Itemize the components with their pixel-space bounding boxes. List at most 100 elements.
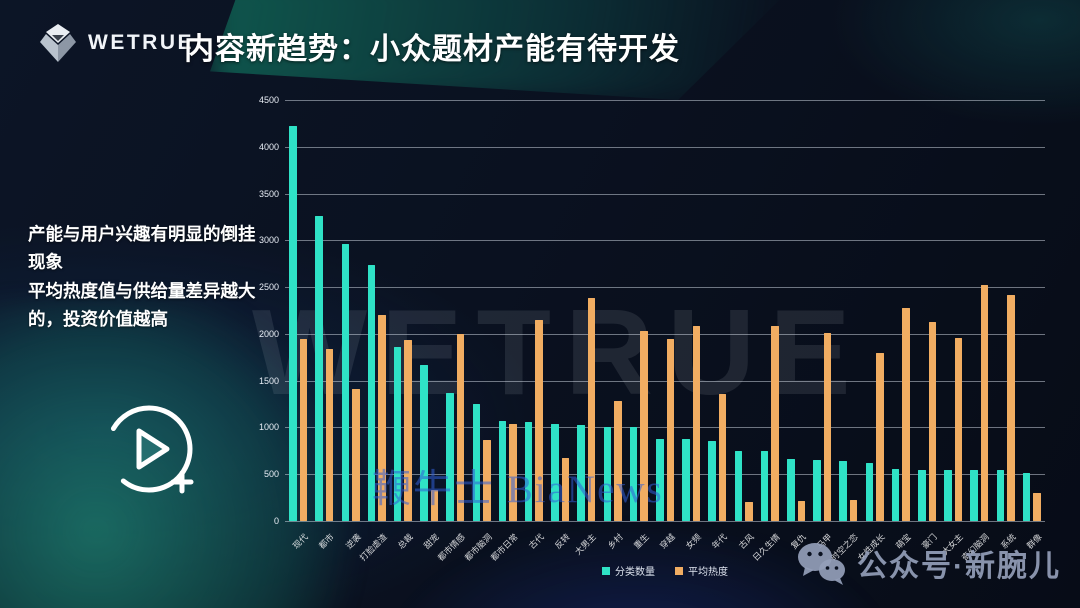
bar-平均热度-古代: [535, 319, 543, 521]
bar-平均热度-古风: [745, 501, 753, 521]
bar-平均热度-大男主: [587, 298, 596, 521]
x-axis-label-女频: 女频: [683, 531, 703, 551]
wechat-footer: 公众号·新腕儿: [795, 540, 1061, 586]
y-axis-tick-500: 500: [263, 469, 279, 480]
x-axis-label-现代: 现代: [290, 531, 310, 551]
bar-分类数量-年代: [708, 441, 716, 521]
y-axis-tick-3000: 3000: [258, 235, 279, 246]
bar-平均热度-系统: [1007, 294, 1015, 521]
bar-分类数量-穿越: [656, 438, 664, 521]
y-axis-tick-4000: 4000: [258, 141, 279, 152]
x-axis-label-逆袭: 逆袭: [343, 531, 363, 551]
bar-分类数量-大女主: [944, 469, 952, 521]
gridline-3500: [285, 193, 1045, 195]
bar-分类数量-系统: [996, 470, 1005, 521]
bar-分类数量-打脸虐渣: [367, 264, 376, 521]
bar-分类数量-甜宠: [420, 364, 428, 521]
key-insight-text: 产能与用户兴趣有明显的倒挂现象 平均热度值与供给量差异越大的，投资价值越高: [28, 220, 272, 333]
bar-平均热度-复仇: [797, 501, 806, 521]
bar-分类数量-女频: [682, 439, 690, 521]
bar-平均热度-穿越: [666, 338, 674, 521]
bar-分类数量-时空之恋: [839, 461, 847, 521]
x-axis-label-穿越: 穿越: [657, 531, 677, 551]
bar-平均热度-大女主: [954, 337, 963, 521]
x-axis-label-年代: 年代: [710, 531, 730, 551]
legend-label: 平均热度: [688, 567, 728, 578]
bar-分类数量-复仇: [787, 459, 795, 521]
x-axis-label-甜宠: 甜宠: [421, 531, 441, 551]
x-axis-label-古风: 古风: [736, 531, 756, 551]
bar-分类数量-奇幻脑洞: [970, 470, 978, 521]
gridline-4000: [285, 146, 1045, 148]
bar-平均热度-反转: [561, 458, 570, 521]
bar-平均热度-群像: [1033, 493, 1041, 521]
gridline-4500: [285, 100, 1045, 101]
gridline-500: [285, 474, 1045, 476]
legend-swatch: [675, 566, 683, 575]
gridline-2500: [285, 287, 1045, 289]
y-axis-tick-3500: 3500: [258, 188, 279, 199]
page-title: 内容新趋势：小众题材产能有待开发: [184, 33, 680, 66]
bar-平均热度-逆袭: [352, 389, 360, 521]
bar-平均热度-年代: [718, 393, 727, 521]
bar-平均热度-奇幻脑洞: [980, 285, 989, 521]
legend-item-分类数量: 分类数量: [602, 563, 655, 578]
bar-平均热度-女性成长: [876, 352, 884, 521]
bar-分类数量-都市日常: [498, 420, 507, 521]
x-axis-label-日久生情: 日久生情: [750, 531, 782, 563]
gridline-3000: [285, 240, 1045, 242]
x-axis-label-反转: 反转: [552, 531, 572, 551]
x-axis-label-都市情感: 都市情感: [435, 531, 468, 563]
insight-line-1: 产能与用户兴趣有明显的倒挂现象: [28, 224, 256, 273]
bar-分类数量-都市脑洞: [472, 404, 481, 521]
x-axis-label-大男主: 大男主: [573, 531, 599, 557]
bar-平均热度-乡村: [614, 401, 622, 521]
bar-平均热度-豪门: [928, 321, 937, 521]
bar-平均热度-都市情感: [456, 333, 465, 521]
bar-平均热度-都市脑洞: [483, 439, 491, 521]
bar-分类数量-都市: [315, 216, 323, 521]
y-axis-tick-0: 0: [273, 516, 279, 526]
bar-分类数量-古风: [734, 450, 743, 521]
bar-分类数量-总裁: [393, 346, 402, 521]
header: WETRUE 内容新趋势：小众题材产能有待开发: [0, 0, 1080, 80]
y-axis-tick-1500: 1500: [258, 375, 279, 386]
x-axis-label-总裁: 总裁: [395, 531, 415, 551]
play-button-icon[interactable]: [103, 403, 199, 499]
bar-平均热度-都市日常: [509, 423, 517, 521]
bar-分类数量-反转: [551, 423, 559, 521]
bar-分类数量-逆袭: [341, 244, 350, 521]
x-axis-label-古代: 古代: [526, 531, 546, 551]
gridline-0: [285, 521, 1045, 522]
bar-分类数量-群像: [1022, 472, 1031, 521]
y-axis-tick-2000: 2000: [258, 328, 279, 339]
bar-分类数量-马甲: [813, 460, 821, 521]
x-axis-label-都市日常: 都市日常: [488, 531, 520, 563]
bar-分类数量-萌宝: [891, 468, 900, 521]
bar-平均热度-重生: [640, 331, 648, 521]
bar-平均热度-都市: [325, 348, 334, 521]
bar-平均热度-打脸虐渣: [378, 315, 386, 521]
wechat-icon: [798, 543, 845, 585]
bar-分类数量-重生: [629, 427, 638, 521]
bar-平均热度-现代: [299, 338, 308, 521]
legend-item-平均热度: 平均热度: [675, 563, 728, 578]
bar-平均热度-时空之恋: [849, 500, 858, 521]
legend-label: 分类数量: [615, 567, 655, 578]
bar-分类数量-女性成长: [865, 463, 874, 521]
bar-分类数量-古代: [524, 421, 533, 521]
x-axis-label-都市脑洞: 都市脑洞: [462, 531, 494, 563]
insight-line-2: 平均热度值与供给量差异越大的，投资价值越高: [28, 280, 256, 330]
bar-分类数量-现代: [289, 126, 297, 521]
bar-分类数量-豪门: [918, 469, 926, 521]
x-axis-label-都市: 都市: [316, 531, 337, 551]
bar-平均热度-萌宝: [902, 307, 910, 521]
gridline-1000: [285, 427, 1045, 429]
gridline-2000: [285, 333, 1045, 335]
brand-text: WETRUE: [88, 31, 194, 54]
gridline-1500: [285, 380, 1045, 382]
bar-平均热度-马甲: [823, 332, 832, 521]
bar-分类数量-大男主: [577, 424, 585, 521]
bar-分类数量-都市情感: [446, 392, 454, 521]
